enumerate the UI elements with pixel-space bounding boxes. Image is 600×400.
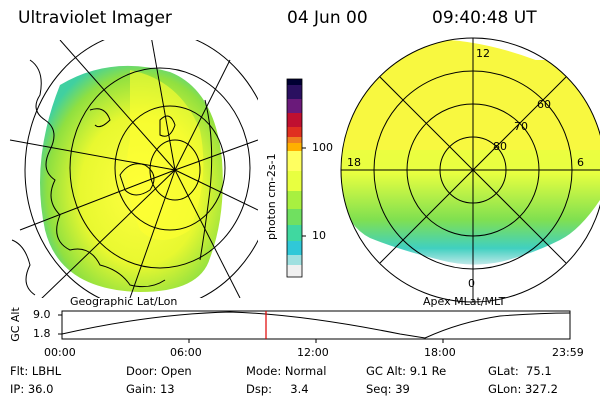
colorbar-segment	[287, 99, 302, 113]
mlat-label-70: 70	[514, 120, 528, 133]
mlt-label-6: 6	[577, 156, 584, 169]
glon-value: GLon: 327.2	[488, 382, 558, 396]
colorbar-tick-10: 10	[312, 229, 326, 242]
date-label: 04 Jun 00	[287, 8, 368, 28]
mlt-label-18: 18	[347, 156, 361, 169]
dsp-value: Dsp: 3.4	[246, 382, 309, 396]
gain-value: Gain: 13	[126, 382, 175, 396]
colorbar-segment	[287, 241, 302, 255]
colorbar-segment	[287, 191, 302, 209]
time-tick-2359: 23:59	[552, 346, 584, 359]
altitude-plot	[58, 310, 571, 343]
gc-alt-value: GC Alt: 9.1 Re	[366, 364, 447, 378]
colorbar-segment	[287, 79, 302, 85]
mlat-label-80: 80	[493, 140, 507, 153]
colorbar-segment	[287, 265, 302, 277]
time-label: 09:40:48 UT	[432, 8, 537, 28]
colorbar-segment	[287, 85, 302, 99]
colorbar-segment	[287, 143, 302, 151]
colorbar-segment	[287, 137, 302, 143]
time-tick-1200: 12:00	[297, 346, 329, 359]
altitude-ytick-1-8: 1.8	[33, 327, 51, 340]
geographic-caption: Geographic Lat/Lon	[70, 295, 178, 308]
colorbar-unit: photon cm-2s-1	[265, 153, 278, 240]
altitude-ylabel: GC Alt	[8, 307, 22, 342]
colorbar-tick-100: 100	[312, 141, 333, 154]
time-tick-0600: 06:00	[170, 346, 202, 359]
ip-value: IP: 36.0	[10, 382, 54, 396]
colorbar-segment	[287, 151, 302, 171]
colorbar-segment	[287, 255, 302, 265]
time-tick-1800: 18:00	[424, 346, 456, 359]
instrument-title: Ultraviolet Imager	[18, 8, 172, 28]
colorbar-segment	[287, 171, 302, 191]
colorbar-segment	[287, 209, 302, 225]
altitude-ytick-9: 9.0	[33, 308, 51, 321]
flight-filter: Flt: LBHL	[10, 364, 62, 378]
colorbar-segment	[287, 127, 302, 137]
mlt-label-12: 12	[476, 47, 490, 60]
geographic-image	[9, 40, 258, 298]
mlt-label-0: 0	[468, 277, 475, 290]
mode-value: Mode: Normal	[246, 364, 327, 378]
mlat-label-60: 60	[537, 98, 551, 111]
apex-caption: Apex MLat/MLT	[423, 295, 506, 308]
colorbar	[286, 78, 306, 278]
door-status: Door: Open	[126, 364, 192, 378]
polar-plot	[340, 37, 600, 303]
colorbar-segment	[287, 113, 302, 127]
glat-value: GLat: 75.1	[488, 364, 552, 378]
time-tick-0000: 00:00	[44, 346, 76, 359]
colorbar-segment	[287, 225, 302, 241]
sequence-value: Seq: 39	[366, 382, 410, 396]
